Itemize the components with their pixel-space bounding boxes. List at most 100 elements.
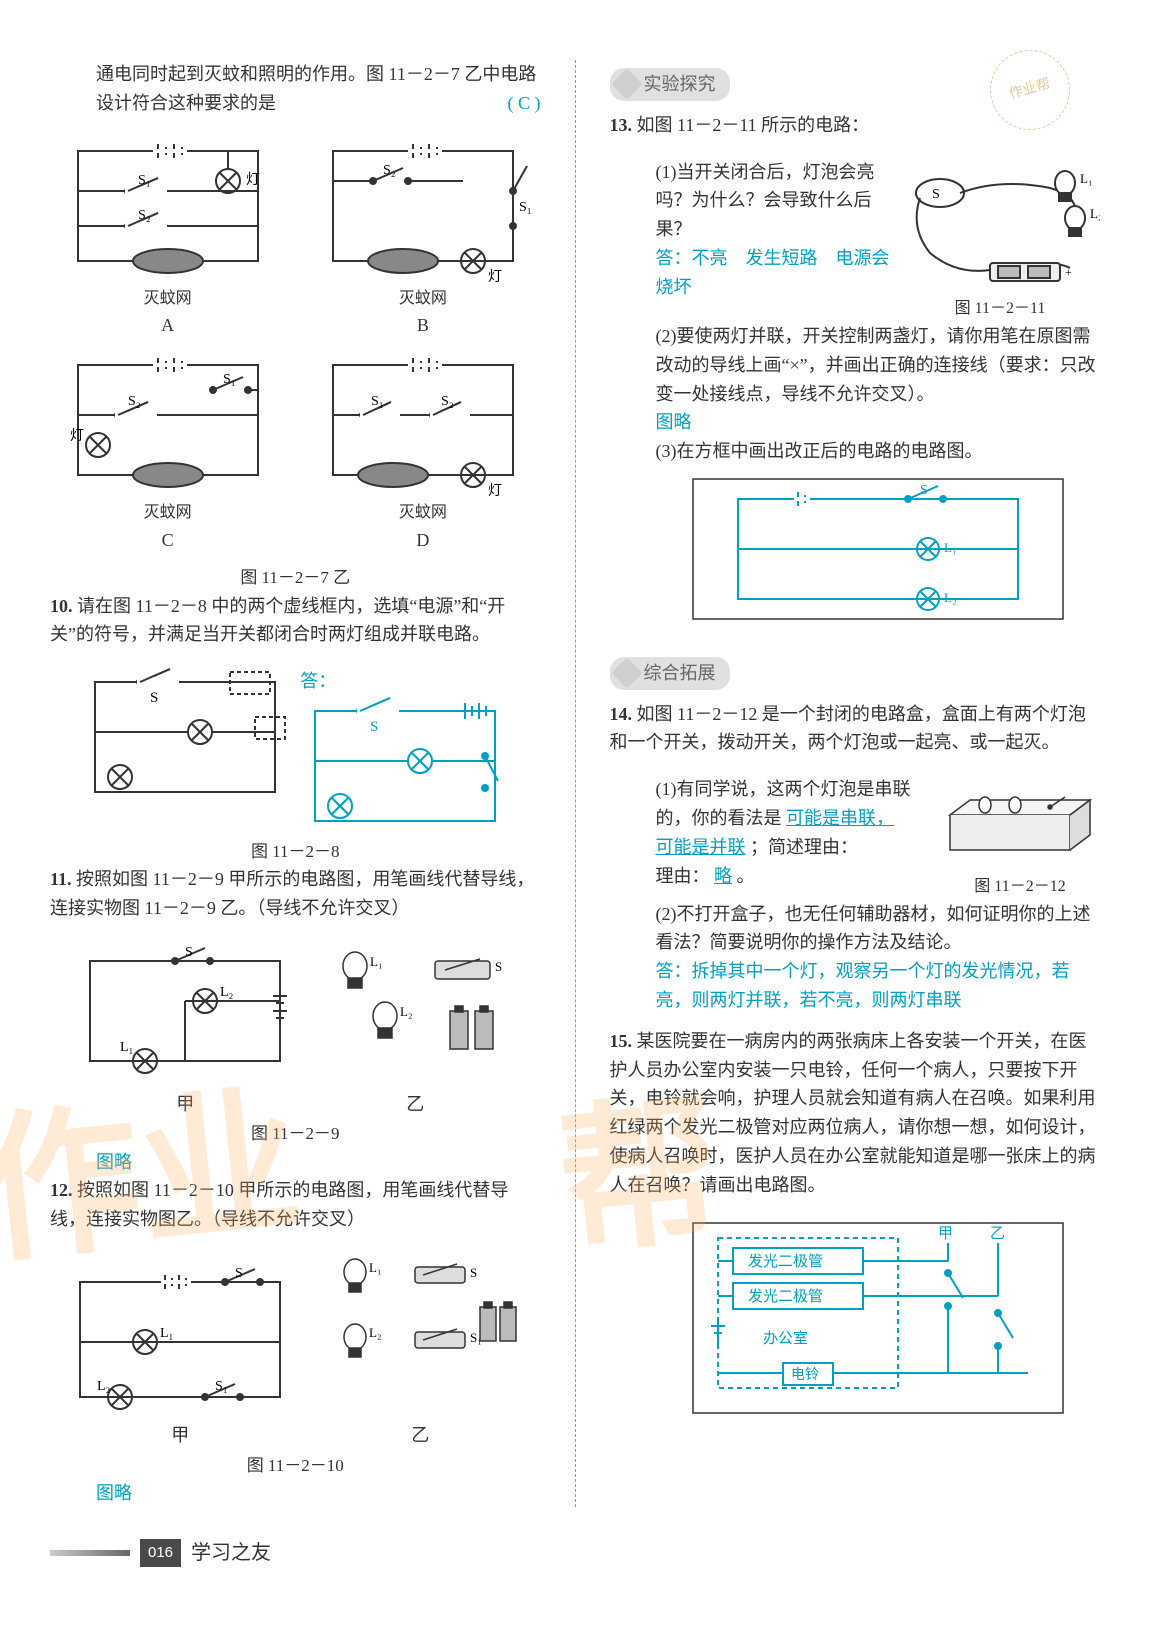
fig9-right-label: 乙	[315, 1090, 515, 1119]
right-column: 实验探究 13. 如图 11－2－11 所示的电路： (1)当开关闭合后，灯泡会…	[610, 60, 1101, 1507]
fig7-caption: 图 11－2－7 乙	[50, 564, 541, 591]
circuit-b-net: 灭蚊网	[305, 286, 540, 312]
fig9-right: L₁ S L₂	[315, 941, 515, 1081]
section1-label: 实验探究	[644, 70, 716, 99]
q13-1: (1)当开关闭合后，灯泡会亮吗？为什么？会导致什么后果？	[656, 158, 893, 244]
svg-text:L₁: L₁	[370, 954, 382, 969]
svg-text:S: S	[932, 187, 940, 202]
q13-2: (2)要使两灯并联，开关控制两盏灯，请你用笔在原图需改动的导线上画“×”，并画出…	[610, 322, 1101, 408]
svg-text:S: S	[235, 1266, 243, 1281]
svg-text:L₂: L₂	[1090, 206, 1100, 221]
footer-title: 学习之友	[191, 1537, 271, 1569]
q13-2-ans: 图略	[610, 408, 1101, 437]
circuit-d: S₁ S₂ 灯 灭蚊网 D	[305, 350, 540, 554]
circuit-d-label: D	[305, 526, 540, 555]
svg-text:S: S	[495, 959, 502, 974]
svg-text:L₁: L₁	[369, 1260, 381, 1275]
circuit-a: S₁ S₂ 灯 灭蚊网 A	[50, 136, 285, 340]
q15-diagram: 发光二极管 发光二极管 办公室 电铃 甲 乙	[656, 1218, 1101, 1427]
q11: 11. 按照如图 11－2－9 甲所示的电路图，用笔画线代替导线，连接实物图 1…	[50, 865, 541, 923]
svg-text:S: S	[370, 719, 378, 735]
svg-text:L₁: L₁	[944, 540, 956, 555]
svg-text:S₂: S₂	[138, 208, 151, 223]
q14-1b: ；简述理由：	[750, 837, 858, 857]
q10: 10. 请在图 11－2－8 中的两个虚线框内，选填“电源”和“开关”的符号，并…	[50, 592, 541, 650]
q14-blank3: 略	[714, 866, 732, 886]
q12: 12. 按照如图 11－2－10 甲所示的电路图，用笔画线代替导线，连接实物图乙…	[50, 1176, 541, 1234]
fig10-wrap: S L₁ L₂ S₁ 甲 L₁	[50, 1252, 541, 1450]
fig10-right-label: 乙	[315, 1421, 525, 1450]
svg-text:灯: 灯	[70, 428, 84, 444]
q14-1c: 。	[737, 866, 755, 886]
section2-label: 综合拓展	[644, 659, 716, 688]
q-intro: 通电同时起到灭蚊和照明的作用。图 11－2－7 乙中电路设计符合这种要求的是 (…	[50, 60, 541, 118]
column-divider	[575, 60, 576, 1507]
svg-text:发光二极管: 发光二极管	[748, 1253, 823, 1270]
fig9-left-label: 甲	[75, 1090, 295, 1119]
circuit-a-net: 灭蚊网	[50, 286, 285, 312]
q13-diagram-box: S L₁ L₂	[656, 474, 1101, 633]
circuit-c-net: 灭蚊网	[50, 500, 285, 526]
intro-answer: ( C )	[508, 89, 541, 118]
svg-text:S₁: S₁	[371, 394, 384, 409]
svg-text:S: S	[920, 483, 928, 498]
svg-text:S: S	[470, 1265, 477, 1280]
fig8-wrap: S 答：	[50, 667, 541, 836]
svg-text:S: S	[150, 690, 158, 706]
footer-bar	[50, 1550, 130, 1556]
svg-text:灯: 灯	[488, 269, 502, 285]
circuit-b: S₂ S₁ 灯 灭蚊网 B	[305, 136, 540, 340]
circuit-c: S₁ S₂ 灯 灭蚊网 C	[50, 350, 285, 554]
svg-text:+: +	[1065, 265, 1072, 279]
footer: 016 学习之友	[50, 1537, 1100, 1569]
fig12-caption: 图 11－2－12	[940, 874, 1100, 900]
svg-text:S: S	[185, 945, 193, 960]
fig8-right: S	[300, 696, 510, 836]
svg-text:L₂: L₂	[944, 590, 956, 605]
left-column: 通电同时起到灭蚊和照明的作用。图 11－2－7 乙中电路设计符合这种要求的是 (…	[50, 60, 541, 1507]
svg-text:S₁: S₁	[519, 200, 532, 215]
svg-text:电铃: 电铃	[791, 1367, 819, 1383]
q11-num: 11.	[50, 869, 72, 889]
q14-2: (2)不打开盒子，也无任何辅助器材，如何证明你的上述看法？简要说明你的操作方法及…	[610, 900, 1101, 958]
q14-row: (1)有同学说，这两个灯泡是串联的，你的看法是 可能是串联， 可能是并联 ；简述…	[610, 775, 1101, 899]
fig11-caption: 图 11－2－11	[900, 296, 1100, 322]
q14-text: 如图 11－2－12 是一个封闭的电路盒，盒面上有两个灯泡和一个开关，拨动开关，…	[610, 704, 1086, 753]
svg-text:S₁: S₁	[138, 173, 151, 188]
circuits-grid: S₁ S₂ 灯 灭蚊网 A	[50, 136, 541, 555]
q10-ans-label: 答：	[300, 667, 336, 696]
svg-text:发光二极管: 发光二极管	[748, 1288, 823, 1305]
q12-text: 按照如图 11－2－10 甲所示的电路图，用笔画线代替导线，连接实物图乙。（导线…	[50, 1180, 508, 1229]
q15: 15. 某医院要在一病房内的两张病床上各安装一个开关，在医护人员办公室内安装一只…	[610, 1027, 1101, 1200]
svg-text:灯: 灯	[488, 483, 502, 499]
intro-text: 通电同时起到灭蚊和照明的作用。图 11－2－7 乙中电路设计符合这种要求的是	[96, 64, 536, 113]
q11-answer: 图略	[50, 1148, 541, 1177]
page-number: 016	[140, 1539, 181, 1567]
q15-text: 某医院要在一病房内的两张病床上各安装一个开关，在医护人员办公室内安装一只电铃，任…	[610, 1031, 1096, 1195]
svg-text:灯: 灯	[246, 172, 260, 188]
q11-text: 按照如图 11－2－9 甲所示的电路图，用笔画线代替导线，连接实物图 11－2－…	[50, 869, 534, 918]
svg-text:S₂: S₂	[128, 394, 141, 409]
svg-text:S₂: S₂	[441, 394, 454, 409]
fig8-caption: 图 11－2－8	[50, 838, 541, 865]
svg-text:S₁: S₁	[215, 1379, 228, 1394]
section-experiment: 实验探究	[610, 68, 730, 101]
diamond-icon-2	[611, 658, 642, 689]
q13-3: (3)在方框中画出改正后的电路的电路图。	[610, 437, 1101, 466]
svg-text:办公室: 办公室	[763, 1330, 808, 1347]
q13-row: (1)当开关闭合后，灯泡会亮吗？为什么？会导致什么后果？ 答：不亮 发生短路 电…	[610, 158, 1101, 322]
diamond-icon	[611, 69, 642, 100]
q12-answer: 图略	[50, 1479, 541, 1508]
svg-text:乙: 乙	[990, 1226, 1005, 1242]
circuit-c-label: C	[50, 526, 285, 555]
page-columns: 通电同时起到灭蚊和照明的作用。图 11－2－7 乙中电路设计符合这种要求的是 (…	[50, 60, 1100, 1507]
q14-blank1: 可能是串联，	[786, 808, 894, 828]
q14: 14. 如图 11－2－12 是一个封闭的电路盒，盒面上有两个灯泡和一个开关，拨…	[610, 700, 1101, 758]
q13-text: 如图 11－2－11 所示的电路：	[637, 115, 870, 135]
q13-1-ans: 答：不亮 发生短路 电源会烧坏	[656, 244, 893, 302]
q10-text: 请在图 11－2－8 中的两个虚线框内，选填“电源”和“开关”的符号，并满足当开…	[50, 596, 505, 645]
fig8-left: S	[80, 667, 290, 807]
fig10-left: S L₁ L₂ S₁	[65, 1262, 295, 1412]
svg-text:L₁: L₁	[160, 1326, 173, 1341]
q13-num: 13.	[610, 115, 633, 135]
